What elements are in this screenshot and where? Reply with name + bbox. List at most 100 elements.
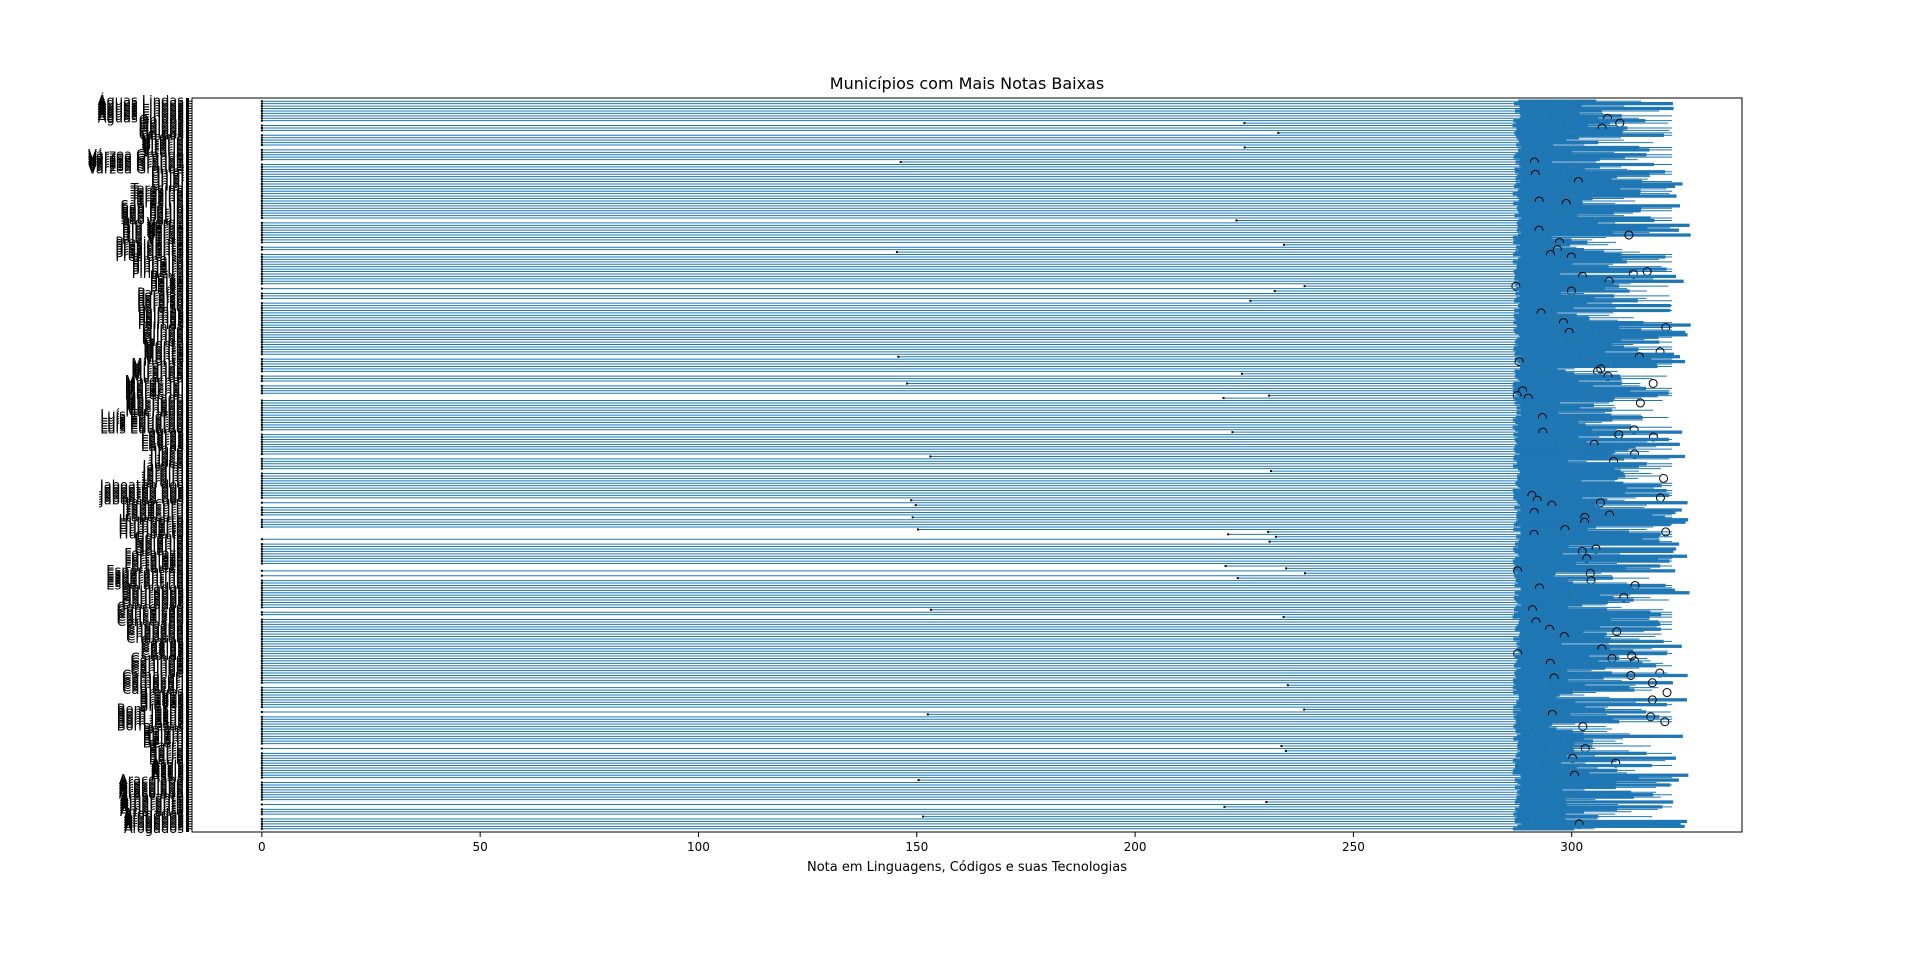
category-label: Assis bbox=[151, 761, 184, 776]
category-label: Barra bbox=[149, 754, 184, 769]
category-label: Jardim bbox=[142, 476, 184, 491]
category-label: Jijoca bbox=[149, 454, 184, 469]
category-label: Paraíso bbox=[137, 301, 184, 316]
category-label: Humberto bbox=[119, 518, 184, 533]
category-label: Goiânia bbox=[135, 532, 184, 547]
category-label: Olinda bbox=[142, 321, 184, 336]
x-tick-label: 150 bbox=[905, 840, 928, 854]
box bbox=[1513, 457, 1625, 461]
category-label: Pinheiro bbox=[132, 267, 184, 282]
category-label: Jijoca bbox=[149, 447, 184, 462]
category-label: Luís Eduardo bbox=[100, 423, 184, 438]
box bbox=[1514, 549, 1674, 554]
category-label: Breves bbox=[140, 698, 185, 713]
category-label: Assis bbox=[151, 771, 184, 786]
category-label: Canindé bbox=[131, 654, 184, 669]
category-label: Luís Eduardo bbox=[100, 415, 184, 430]
category-label: Caxias bbox=[141, 642, 184, 657]
box bbox=[1516, 795, 1634, 799]
box bbox=[1513, 269, 1633, 274]
category-label: Machado bbox=[125, 391, 184, 406]
category-label: Miranda bbox=[131, 369, 184, 384]
category-label: Palmas bbox=[138, 308, 184, 323]
category-label: Paraíso bbox=[137, 291, 184, 306]
box bbox=[1514, 493, 1670, 498]
category-label: Dourados bbox=[122, 581, 185, 596]
category-label: Bom Jesus bbox=[117, 710, 185, 725]
category-label: Araçoiaba bbox=[119, 780, 184, 795]
category-label: São Paulo bbox=[121, 201, 184, 216]
category-label: Várzea Grande bbox=[88, 148, 184, 163]
box bbox=[1517, 824, 1685, 828]
category-label: Lavras bbox=[141, 425, 184, 440]
category-label: Dourados bbox=[122, 588, 185, 603]
category-label: Teresina bbox=[130, 196, 184, 211]
category-label: São Paulo bbox=[121, 199, 184, 214]
box bbox=[1515, 133, 1664, 137]
category-label: Presidente bbox=[115, 238, 184, 253]
category-label: Palmas bbox=[138, 311, 184, 326]
category-label: Marechal bbox=[125, 376, 184, 391]
category-label: Palmas bbox=[138, 316, 184, 331]
category-label: Caxias bbox=[141, 634, 184, 649]
category-label: Óbidos bbox=[139, 120, 184, 136]
outlier-point bbox=[1647, 678, 1657, 688]
category-label: Caxias bbox=[141, 639, 184, 654]
category-label: Palmas bbox=[138, 313, 184, 328]
category-label: Chapada bbox=[126, 625, 184, 640]
category-label: Lavras bbox=[141, 435, 184, 450]
category-label: Vitória bbox=[142, 145, 184, 160]
category-label: Machado bbox=[125, 401, 184, 416]
category-label: Camaçari bbox=[122, 671, 184, 686]
category-label: Peixe bbox=[150, 282, 184, 297]
category-label: Palmas bbox=[138, 303, 184, 318]
box bbox=[1516, 703, 1667, 707]
box bbox=[1513, 681, 1673, 685]
category-label: Breves bbox=[140, 688, 185, 703]
category-label: Bom Jesus bbox=[117, 712, 185, 727]
category-label: Bom Jesus bbox=[117, 707, 185, 722]
category-label: Paraíso bbox=[137, 299, 184, 314]
category-label: Araçoiaba bbox=[119, 776, 184, 791]
category-label: Chapada bbox=[126, 632, 184, 647]
category-label: Araçoiaba bbox=[119, 788, 184, 803]
box bbox=[1517, 233, 1691, 237]
category-label: Monte bbox=[143, 338, 184, 353]
category-label: Machado bbox=[125, 403, 184, 418]
category-label: Humberto bbox=[119, 525, 184, 540]
category-label: Araçoiaba bbox=[119, 783, 184, 798]
category-label: Afogados bbox=[124, 810, 184, 825]
category-label: Pinheiro bbox=[132, 257, 184, 272]
category-label: Fortaleza bbox=[124, 547, 184, 562]
category-label: Itapecuru bbox=[122, 501, 184, 516]
category-label: Marechal bbox=[125, 384, 184, 399]
category-label: Jardim bbox=[142, 462, 184, 477]
category-label: Várzea Grande bbox=[88, 157, 184, 172]
category-label: Camaçari bbox=[122, 668, 184, 683]
category-label: Chapada bbox=[126, 617, 184, 632]
box bbox=[1517, 398, 1614, 403]
category-label: Conceição bbox=[117, 615, 184, 630]
category-label: Canindé bbox=[131, 666, 184, 681]
category-label: Machado bbox=[125, 396, 184, 411]
category-label: Teresina bbox=[130, 192, 184, 207]
category-label: Olinda bbox=[142, 328, 184, 343]
category-label: Canindé bbox=[131, 659, 184, 674]
category-label: Presidente bbox=[115, 248, 184, 263]
category-label: Belém bbox=[143, 722, 184, 737]
category-label: Teresina bbox=[130, 194, 184, 209]
category-label: Uniaí bbox=[151, 179, 184, 194]
x-tick-label: 0 bbox=[258, 840, 266, 854]
category-label: Jardim bbox=[142, 469, 184, 484]
category-label: Afogados bbox=[124, 814, 184, 829]
category-label: Águas Lindas bbox=[98, 101, 185, 117]
category-label: Afogados bbox=[124, 822, 184, 837]
category-label: Chapada bbox=[126, 627, 184, 642]
category-label: Camaçari bbox=[122, 673, 184, 688]
category-label: Araçoiaba bbox=[119, 773, 184, 788]
outlier-point bbox=[1596, 364, 1606, 374]
category-label: Caxias bbox=[141, 649, 184, 664]
category-label: Peixe bbox=[150, 269, 184, 284]
category-label: Marechal bbox=[125, 374, 184, 389]
category-label: Olinda bbox=[142, 325, 184, 340]
